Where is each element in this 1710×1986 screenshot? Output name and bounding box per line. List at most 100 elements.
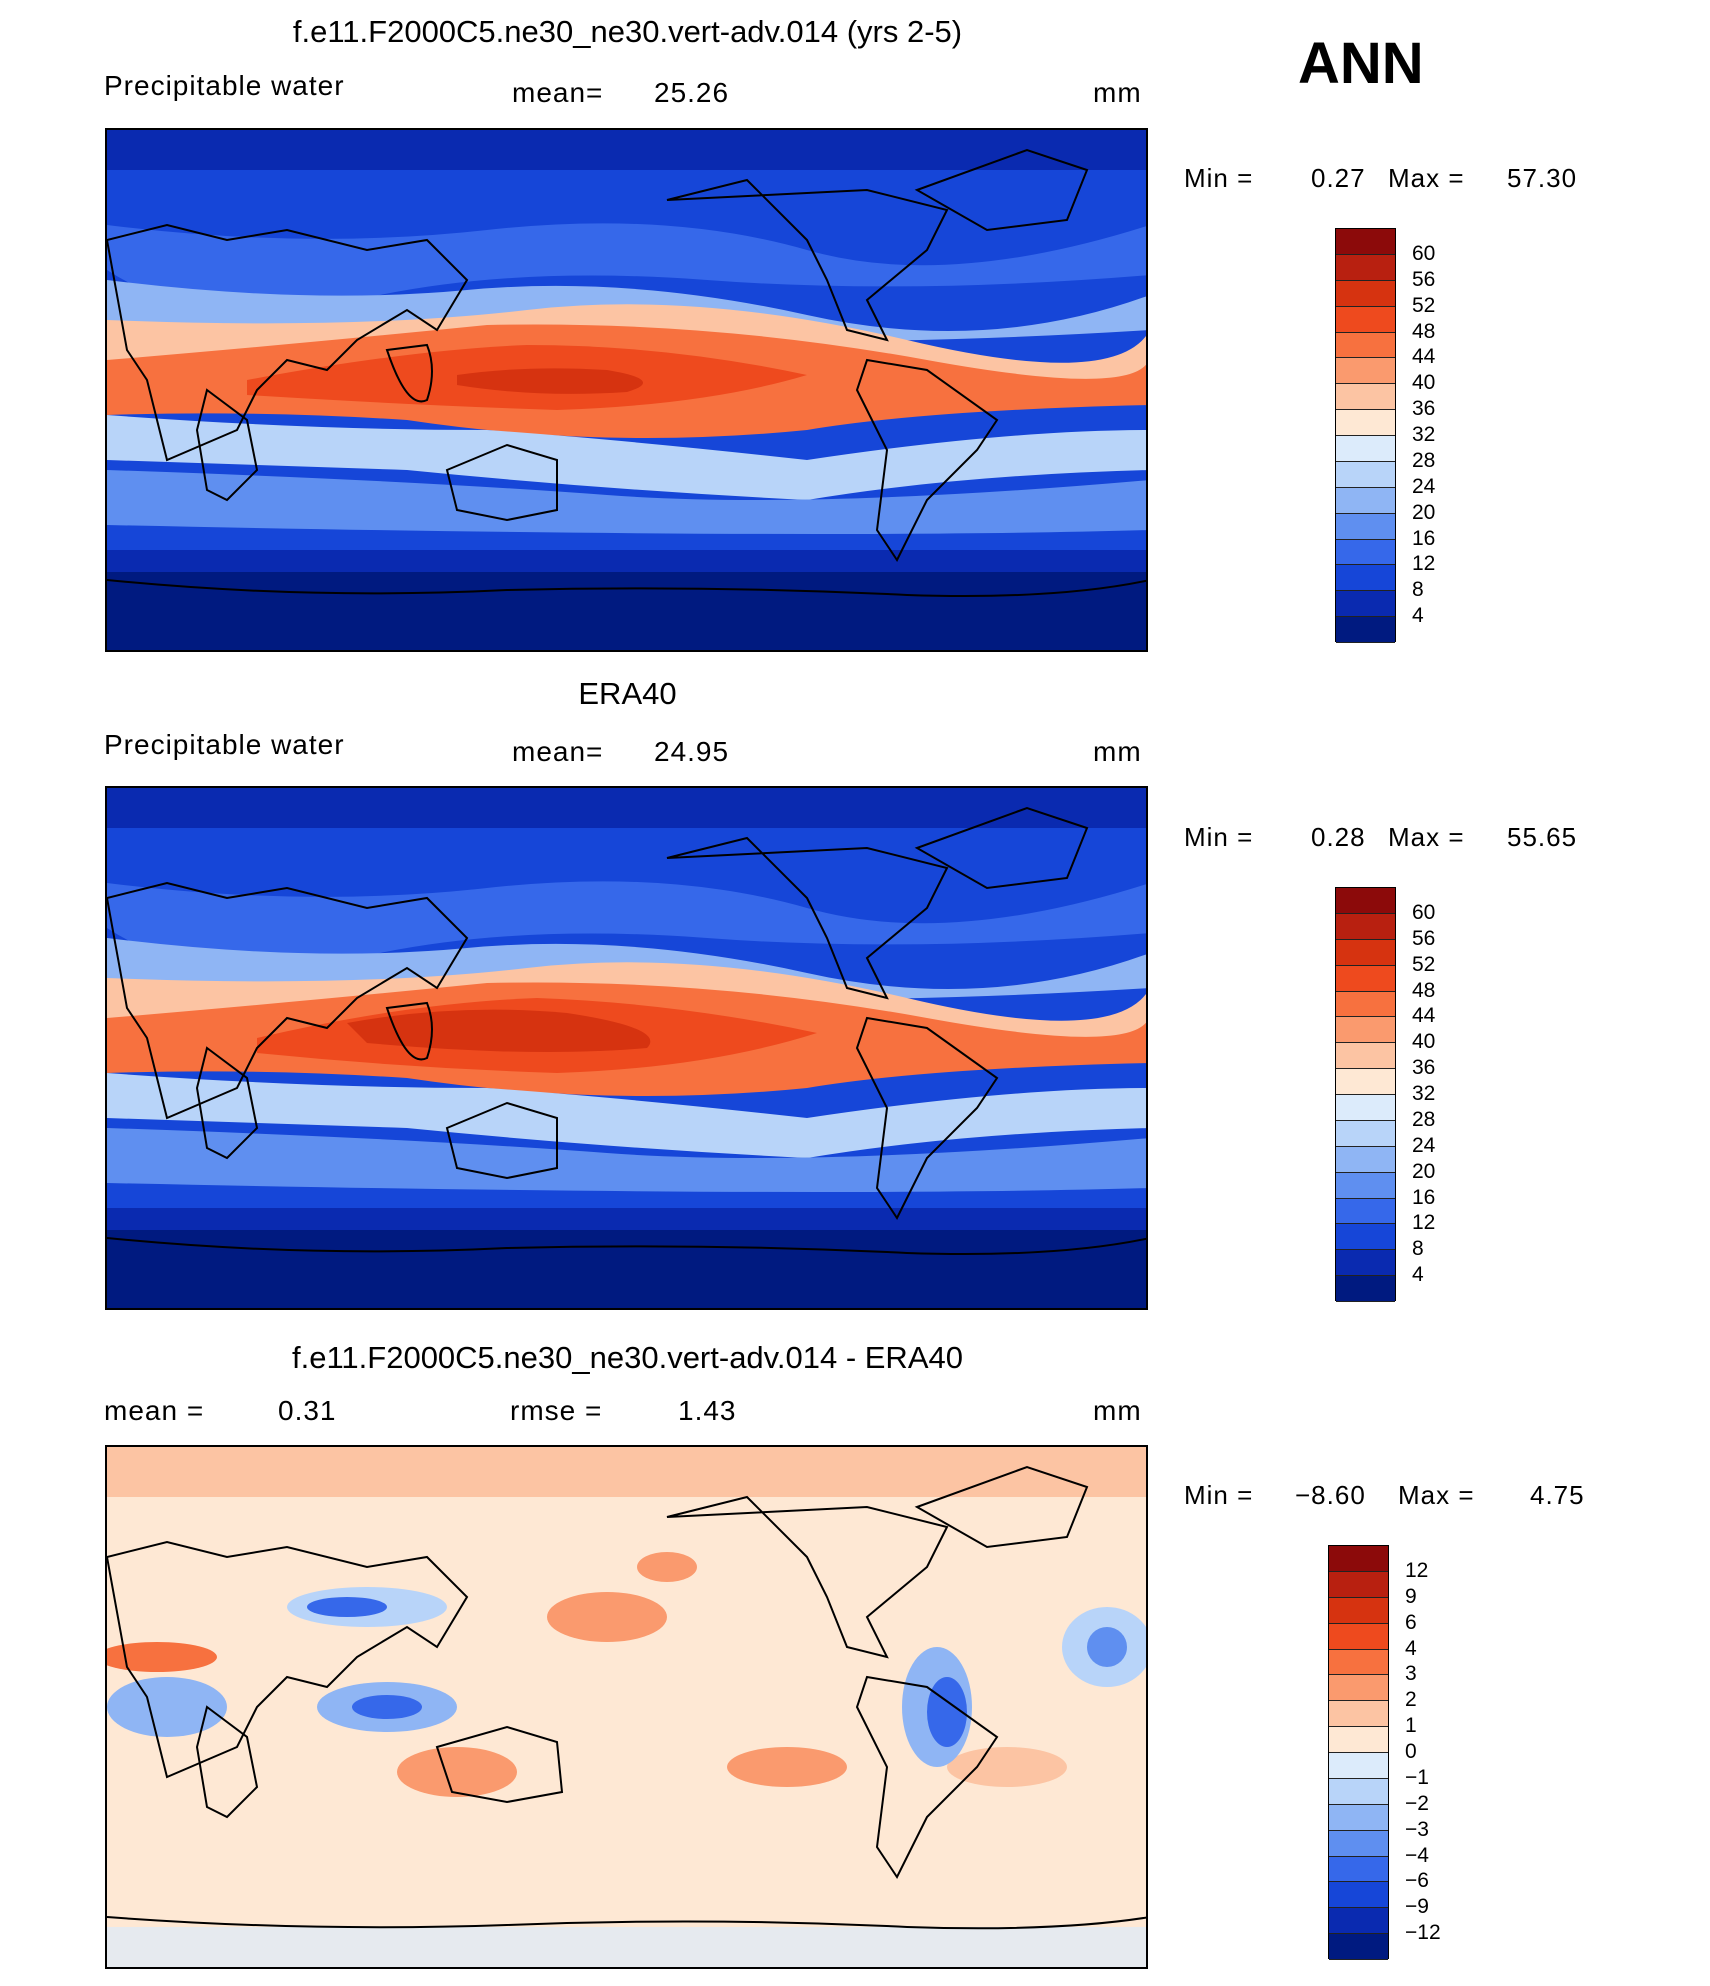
panel3-title: f.e11.F2000C5.ne30_ne30.vert-adv.014 - E… [292,1340,963,1375]
colorbar-segment [1329,1908,1388,1935]
colorbar-segment [1329,1856,1388,1883]
colorbar-segment [1329,1546,1388,1572]
colorbar-tick-label: 20 [1412,1159,1436,1183]
colorbar-tick-label: 8 [1412,578,1424,602]
colorbar-tick-label: 6 [1405,1610,1417,1634]
colorbar-tick-label: 4 [1405,1636,1417,1660]
panel2-min-value: 0.28 [1311,822,1366,852]
colorbar-tick-label: 4 [1412,1263,1424,1287]
panel1-units: mm [1093,77,1142,108]
colorbar-segment [1336,913,1395,940]
panel2-map [105,786,1148,1310]
colorbar-segment [1336,487,1395,514]
colorbar-segment [1329,1623,1388,1650]
colorbar-segment [1329,1753,1388,1779]
colorbar-segment [1336,384,1395,411]
colorbar-tick-label: 0 [1405,1740,1417,1763]
colorbar-segment [1336,1146,1395,1173]
panel2-max-value: 55.65 [1507,822,1578,852]
colorbar-segment [1336,1043,1395,1070]
colorbar-tick-label: −2 [1405,1791,1429,1815]
colorbar-tick-label: 36 [1412,1056,1436,1080]
panel2-colorbar [1335,887,1396,1302]
colorbar-tick-label: 36 [1412,397,1436,421]
panel2-min-label: Min = [1184,822,1254,852]
colorbar-segment [1329,1649,1388,1676]
colorbar-segment [1336,991,1395,1018]
colorbar-segment [1336,410,1395,436]
panel1-map [105,128,1148,652]
colorbar-segment [1336,358,1395,385]
colorbar-tick-label: −12 [1405,1921,1441,1945]
colorbar-tick-label: 4 [1412,604,1424,628]
colorbar-tick-label: 12 [1405,1558,1429,1582]
colorbar-tick-label: 40 [1412,371,1436,395]
colorbar-tick-label: 56 [1412,267,1436,291]
colorbar-segment [1336,539,1395,566]
panel2-max-label: Max = [1388,822,1465,852]
colorbar-segment [1336,1095,1395,1121]
panel2-title: ERA40 [578,676,677,711]
colorbar-tick-label: 16 [1412,1185,1436,1209]
panel3-map [105,1445,1148,1969]
colorbar-tick-label: 52 [1412,293,1436,317]
colorbar-segment [1329,1934,1388,1960]
colorbar-tick-label: 3 [1405,1662,1417,1686]
colorbar-tick-label: 32 [1412,1082,1436,1105]
colorbar-segment [1329,1597,1388,1624]
panel3-rmse-value: 1.43 [678,1395,737,1426]
panel3-mean-label: mean = [104,1395,205,1426]
colorbar-tick-label: 20 [1412,500,1436,524]
colorbar-segment [1336,1250,1395,1277]
colorbar-segment [1336,939,1395,966]
panel2-units: mm [1093,736,1142,767]
colorbar-segment [1329,1778,1388,1805]
panel3-rmse-label: rmse = [510,1395,603,1426]
colorbar-segment [1336,436,1395,462]
panel1-mean-value: 25.26 [654,77,730,108]
panel3-min-value: −8.60 [1295,1480,1366,1510]
colorbar-tick-label: 44 [1412,345,1436,369]
colorbar-segment [1336,591,1395,618]
colorbar-segment [1336,306,1395,333]
panel1-max-label: Max = [1388,163,1465,193]
colorbar-segment [1336,332,1395,359]
colorbar-segment [1336,617,1395,643]
colorbar-segment [1336,565,1395,592]
panel1-title: f.e11.F2000C5.ne30_ne30.vert-adv.014 (yr… [292,14,963,49]
colorbar-segment [1336,254,1395,281]
colorbar-tick-label: 2 [1405,1688,1417,1712]
colorbar-tick-label: 28 [1412,448,1436,472]
season-label: ANN [1298,31,1424,96]
colorbar-tick-label: 16 [1412,526,1436,550]
colorbar-tick-label: 12 [1412,1211,1436,1235]
colorbar-segment [1336,1017,1395,1044]
panel2-mean-label: mean= [512,736,604,767]
colorbar-segment [1336,1224,1395,1251]
panel3-min-label: Min = [1184,1480,1254,1510]
colorbar-tick-label: 40 [1412,1030,1436,1054]
panel2-variable-label: Precipitable water [104,729,345,760]
colorbar-segment [1336,965,1395,992]
colorbar-segment [1336,1172,1395,1199]
colorbar-segment [1329,1675,1388,1702]
panel3-mean-value: 0.31 [278,1395,337,1426]
colorbar-tick-label: 44 [1412,1004,1436,1028]
colorbar-segment [1329,1727,1388,1753]
panel3-units: mm [1093,1395,1142,1426]
colorbar-tick-label: 60 [1412,241,1436,265]
colorbar-tick-label: 52 [1412,952,1436,976]
colorbar-segment [1336,888,1395,914]
panel1-variable-label: Precipitable water [104,70,345,101]
colorbar-tick-label: −3 [1405,1817,1429,1841]
colorbar-tick-label: 32 [1412,423,1436,446]
colorbar-tick-label: 24 [1412,1133,1436,1157]
colorbar-tick-label: 8 [1412,1237,1424,1261]
colorbar-tick-label: 24 [1412,474,1436,498]
colorbar-tick-label: 9 [1405,1584,1417,1608]
panel1-min-value: 0.27 [1311,163,1366,193]
colorbar-tick-label: −1 [1405,1765,1429,1789]
colorbar-segment [1336,1276,1395,1302]
panel1-colorbar [1335,228,1396,643]
panel3-max-label: Max = [1398,1480,1475,1510]
